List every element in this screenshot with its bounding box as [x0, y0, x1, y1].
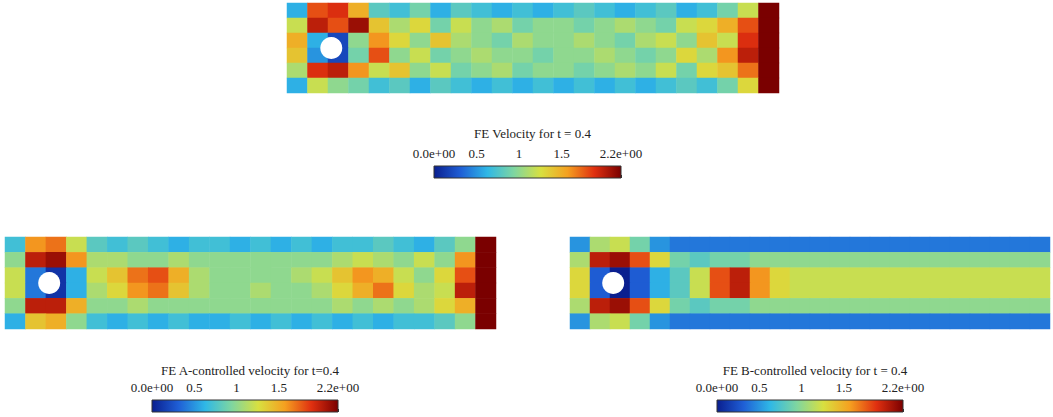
- svg-text:2.2e+00: 2.2e+00: [600, 146, 642, 161]
- svg-text:0.5: 0.5: [751, 380, 767, 395]
- svg-text:1.5: 1.5: [271, 380, 287, 395]
- svg-text:FE A-controlled velocity for t: FE A-controlled velocity for t=0.4: [161, 363, 340, 378]
- svg-text:1: 1: [516, 146, 523, 161]
- svg-text:0.0e+00: 0.0e+00: [131, 380, 173, 395]
- svg-text:2.2e+00: 2.2e+00: [317, 380, 359, 395]
- svg-text:1.5: 1.5: [836, 380, 852, 395]
- svg-text:FE B-controlled velocity for t: FE B-controlled velocity for t = 0.4: [723, 363, 908, 378]
- svg-text:0.5: 0.5: [468, 146, 484, 161]
- svg-text:FE Velocity for t = 0.4: FE Velocity for t = 0.4: [474, 126, 591, 141]
- svg-text:0.5: 0.5: [186, 380, 202, 395]
- svg-text:0.0e+00: 0.0e+00: [696, 380, 738, 395]
- svg-text:0.0e+00: 0.0e+00: [413, 146, 455, 161]
- svg-text:1.5: 1.5: [553, 146, 569, 161]
- svg-text:1: 1: [798, 380, 805, 395]
- svg-text:2.2e+00: 2.2e+00: [882, 380, 924, 395]
- svg-text:1: 1: [233, 380, 240, 395]
